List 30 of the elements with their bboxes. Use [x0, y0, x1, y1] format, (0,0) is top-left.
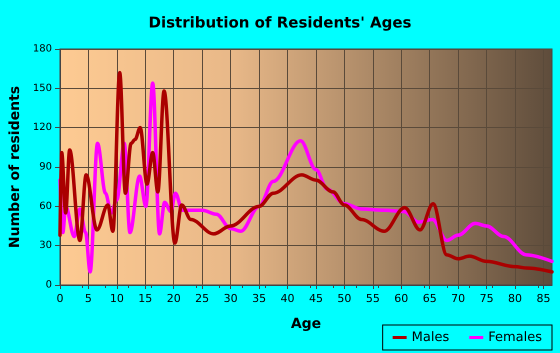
x-tick-label: 45	[308, 292, 323, 305]
x-tick-label: 60	[394, 292, 408, 305]
x-tick-label: 10	[110, 292, 124, 305]
x-axis-title: Age	[290, 316, 322, 332]
x-tick-label: 85	[536, 292, 550, 305]
x-tick-label: 0	[56, 292, 64, 305]
x-tick-label: 80	[508, 292, 522, 305]
x-tick-label: 30	[224, 292, 238, 305]
x-tick-label: 70	[451, 292, 466, 305]
y-tick-label: 30	[39, 240, 52, 252]
legend-label: Males	[412, 330, 450, 345]
x-tick-label: 65	[422, 292, 437, 305]
chart-title: Distribution of Residents' Ages	[148, 14, 412, 32]
legend-label: Females	[488, 330, 542, 345]
x-tick-label: 40	[280, 292, 295, 305]
x-tick-label: 75	[480, 292, 494, 305]
y-axis-title: Number of residents	[7, 86, 23, 248]
y-tick-label: 150	[32, 82, 52, 94]
x-tick-label: 50	[337, 292, 352, 305]
y-tick-label: 90	[39, 162, 52, 172]
x-tick-label: 5	[84, 292, 92, 305]
x-tick-label: 35	[252, 292, 266, 305]
x-tick-label: 20	[166, 292, 181, 305]
x-tick-label: 55	[366, 292, 380, 305]
y-tick-label: 120	[32, 122, 52, 134]
y-tick-label: 0	[46, 280, 52, 290]
y-tick-label: 180	[32, 44, 52, 54]
x-tick-label: 25	[195, 292, 210, 305]
x-tick-label: 15	[138, 292, 152, 305]
y-tick-label: 60	[39, 200, 52, 212]
